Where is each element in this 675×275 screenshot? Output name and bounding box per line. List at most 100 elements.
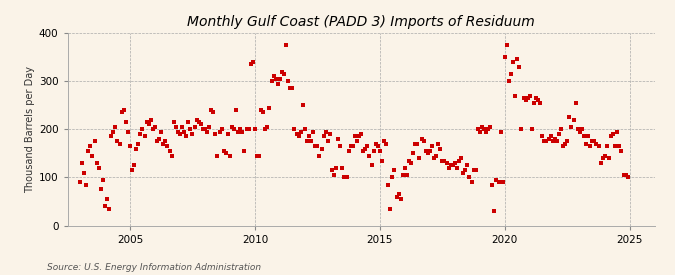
Point — [162, 144, 173, 148]
Point — [127, 168, 138, 172]
Point — [460, 168, 470, 172]
Point — [614, 144, 625, 148]
Point — [325, 132, 335, 136]
Point — [212, 153, 223, 158]
Point — [143, 122, 154, 127]
Point — [245, 62, 256, 67]
Point — [547, 139, 558, 144]
Point — [472, 127, 483, 131]
Point — [506, 72, 516, 76]
Point — [152, 139, 163, 144]
Point — [106, 134, 117, 139]
Point — [439, 158, 450, 163]
Point — [570, 101, 581, 105]
Point — [446, 163, 456, 167]
Point — [622, 175, 633, 180]
Point — [531, 96, 541, 100]
Point — [589, 139, 600, 144]
Point — [168, 120, 179, 124]
Point — [83, 149, 94, 153]
Point — [191, 117, 202, 122]
Point — [402, 173, 412, 177]
Point — [243, 127, 254, 131]
Point — [352, 139, 362, 144]
Point — [618, 173, 629, 177]
Point — [477, 125, 487, 129]
Point — [441, 161, 452, 165]
Point — [189, 125, 200, 129]
Point — [572, 127, 583, 131]
Point — [198, 127, 209, 131]
Point — [133, 141, 144, 146]
Point — [235, 127, 246, 131]
Point — [208, 110, 219, 115]
Point — [204, 125, 215, 129]
Point — [135, 132, 146, 136]
Point — [356, 132, 367, 136]
Point — [102, 197, 113, 201]
Point — [508, 60, 518, 64]
Point — [302, 139, 313, 144]
Point — [150, 125, 161, 129]
Point — [373, 144, 383, 148]
Point — [543, 137, 554, 141]
Point — [312, 144, 323, 148]
Point — [316, 146, 327, 151]
Point — [223, 132, 234, 136]
Point — [443, 166, 454, 170]
Point — [558, 144, 568, 148]
Point — [95, 187, 106, 192]
Point — [585, 144, 595, 148]
Point — [227, 125, 238, 129]
Point — [268, 74, 279, 79]
Point — [435, 146, 446, 151]
Point — [431, 153, 441, 158]
Point — [412, 141, 423, 146]
Point — [266, 79, 277, 83]
Point — [116, 110, 127, 115]
Point — [454, 158, 464, 163]
Point — [181, 134, 192, 139]
Point — [241, 127, 252, 131]
Point — [256, 108, 267, 112]
Point — [298, 103, 308, 107]
Point — [551, 139, 562, 144]
Point — [350, 134, 360, 139]
Point — [296, 130, 306, 134]
Point — [597, 156, 608, 160]
Point — [293, 134, 304, 139]
Point — [314, 153, 325, 158]
Point — [118, 108, 129, 112]
Point — [108, 130, 119, 134]
Point — [566, 125, 577, 129]
Point — [348, 144, 358, 148]
Point — [479, 127, 489, 131]
Point — [452, 166, 462, 170]
Point — [170, 125, 181, 129]
Point — [539, 139, 549, 144]
Point — [512, 57, 522, 62]
Point — [364, 153, 375, 158]
Point — [493, 180, 504, 184]
Point — [487, 182, 497, 187]
Point — [398, 173, 408, 177]
Point — [366, 163, 377, 167]
Point — [304, 134, 315, 139]
Point — [406, 161, 416, 165]
Title: Monthly Gulf Coast (PADD 3) Imports of Residuum: Monthly Gulf Coast (PADD 3) Imports of R… — [187, 15, 535, 29]
Point — [164, 149, 175, 153]
Point — [504, 79, 514, 83]
Point — [210, 132, 221, 136]
Point — [185, 127, 196, 131]
Point — [279, 72, 290, 76]
Point — [500, 55, 510, 59]
Point — [537, 134, 547, 139]
Point — [410, 141, 421, 146]
Point — [289, 127, 300, 131]
Point — [148, 127, 159, 131]
Point — [131, 146, 142, 151]
Point — [458, 170, 468, 175]
Point — [448, 163, 458, 167]
Point — [377, 158, 387, 163]
Point — [231, 108, 242, 112]
